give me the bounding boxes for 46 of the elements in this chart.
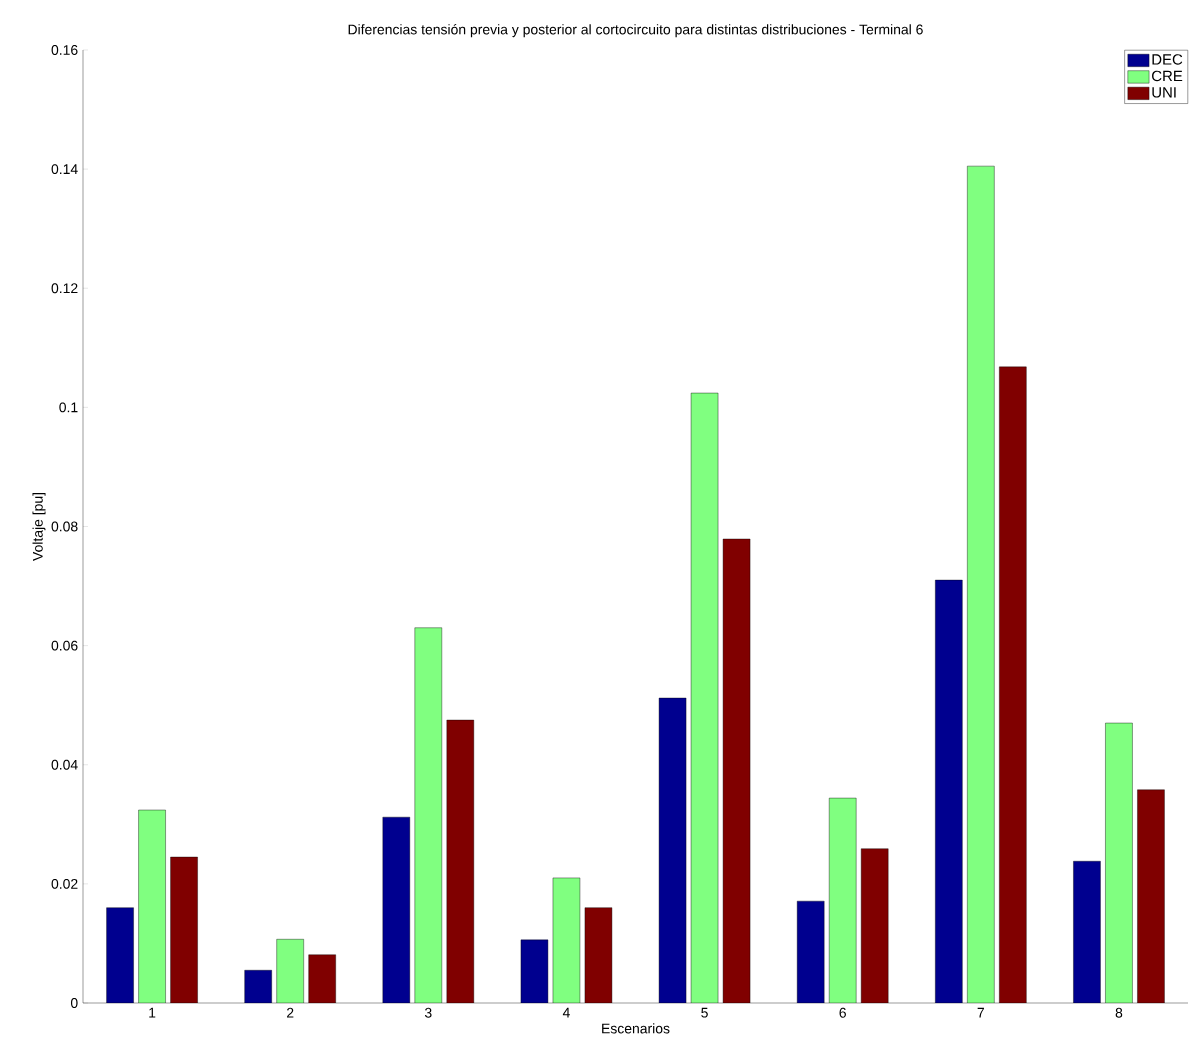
bar xyxy=(967,166,995,1003)
y-tick-label: 0.16 xyxy=(51,45,78,55)
legend-label: CRE xyxy=(1152,70,1183,82)
bar xyxy=(829,798,857,1003)
bar xyxy=(584,907,612,1003)
x-tick-label: 1 xyxy=(149,1007,156,1018)
bar xyxy=(276,939,304,1003)
y-tick-label: 0.08 xyxy=(51,521,78,532)
bar xyxy=(723,539,751,1003)
y-tick-label: 0.02 xyxy=(51,878,78,889)
bar xyxy=(552,877,580,1003)
bar xyxy=(999,366,1027,1003)
y-tick-label: 0.1 xyxy=(59,402,78,413)
x-tick-label: 8 xyxy=(1115,1007,1123,1018)
y-tick-label: 0.06 xyxy=(51,640,78,651)
y-tick-label: 0.12 xyxy=(51,283,78,294)
legend-label: DEC xyxy=(1152,54,1183,65)
bar xyxy=(935,580,963,1003)
bar xyxy=(244,970,272,1003)
bar xyxy=(308,954,336,1003)
chart-title: Diferencias tensión previa y posterior al cortocircuito para distintas distribuciones - Terminal 6 xyxy=(348,23,923,38)
y-tick-label: 0 xyxy=(70,998,78,1008)
bar xyxy=(170,857,198,1003)
x-tick-label: 7 xyxy=(977,1007,984,1018)
bar xyxy=(1073,861,1101,1003)
bar xyxy=(691,393,719,1003)
x-axis-title: Escenarios xyxy=(602,1023,670,1034)
y-tick-label: 0.04 xyxy=(51,759,78,770)
bar xyxy=(659,698,687,1003)
bar xyxy=(1105,722,1133,1003)
bar xyxy=(106,907,134,1003)
x-tick-label: 6 xyxy=(839,1007,846,1018)
legend-label: UNI xyxy=(1152,87,1176,98)
bar xyxy=(1137,789,1165,1003)
x-tick-label: 3 xyxy=(424,1007,432,1018)
bar xyxy=(797,901,825,1003)
x-tick-label: 2 xyxy=(287,1007,294,1018)
bar xyxy=(414,627,442,1003)
bar xyxy=(382,817,410,1003)
bar xyxy=(446,720,474,1003)
y-axis-title: Voltaje [pu] xyxy=(32,493,46,561)
x-tick-label: 4 xyxy=(562,1007,570,1018)
bar xyxy=(138,810,166,1003)
x-tick-label: 5 xyxy=(701,1007,708,1018)
y-tick-label: 0.14 xyxy=(51,164,78,175)
bar xyxy=(861,848,889,1003)
